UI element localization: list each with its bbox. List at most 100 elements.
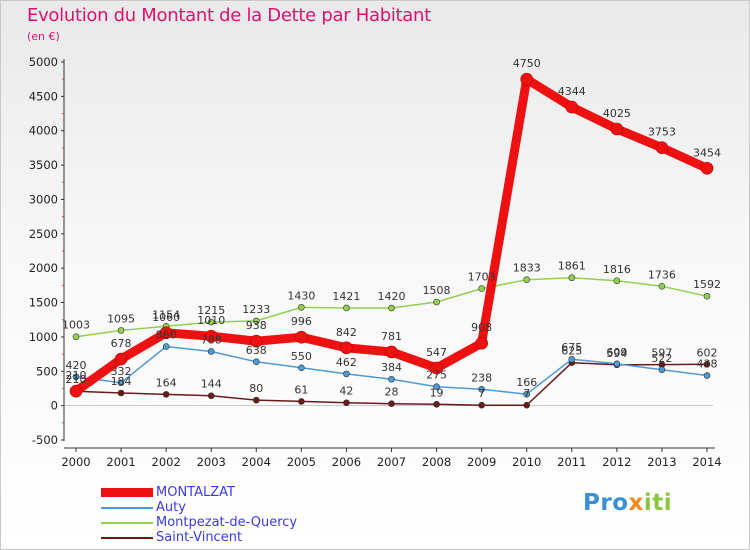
data-label: 597 [651,347,672,360]
data-point [252,396,260,404]
data-label: 1003 [62,319,90,332]
y-tick-label: 1000 [29,330,58,344]
data-point [249,334,263,348]
x-tick-label: 2000 [61,455,90,469]
data-label: 420 [66,359,87,372]
data-label: 602 [697,346,718,359]
data-label: 1215 [197,304,225,317]
y-tick-label: 5000 [29,55,58,69]
x-tick-label: 2005 [287,455,316,469]
data-point [298,364,305,372]
data-label: 7 [478,387,485,400]
y-tick-label: 4000 [29,124,58,138]
data-label: 3454 [693,146,721,159]
data-point [613,277,621,285]
data-label: 842 [336,326,357,339]
legend-swatch [101,488,153,497]
legend-swatch [101,537,153,539]
x-tick-label: 2006 [332,455,361,469]
data-label: 19 [430,386,444,399]
data-point [523,390,531,398]
y-tick-label: 3500 [29,158,58,172]
data-label: 1095 [107,312,135,325]
data-label: 938 [246,319,267,332]
x-tick-label: 2009 [467,455,496,469]
data-label: 166 [516,376,537,389]
data-label: 625 [561,345,582,358]
y-tick-label: 0 [51,399,58,413]
data-point [433,383,440,391]
data-point [204,329,218,343]
logo-part-2: x [628,490,644,516]
data-point [114,352,128,366]
data-label: 996 [291,315,312,328]
data-point [159,326,173,340]
data-label: 80 [249,382,263,395]
x-tick-label: 2013 [647,455,676,469]
data-label: 678 [111,337,132,350]
data-label: 332 [111,365,132,378]
data-label: 1154 [152,308,180,321]
data-label: 1833 [513,262,541,275]
y-tick-label: 500 [36,364,58,378]
data-point [655,141,669,155]
data-point [340,341,353,355]
y-tick-label: 2500 [29,227,58,241]
data-label: 788 [201,333,222,346]
data-point [388,304,395,312]
data-label: 3753 [648,126,676,139]
data-label: 4750 [513,57,541,70]
y-tick-label: 1500 [29,296,58,310]
x-tick-label: 2008 [422,455,451,469]
data-point [162,343,170,350]
legend-label: Montpezat-de-Quercy [156,515,298,530]
data-label: 238 [471,371,492,384]
proxiti-logo: Proxiti [583,490,672,516]
legend-label: Saint-Vincent [156,530,243,545]
data-point [703,360,711,368]
data-label: 28 [385,386,399,399]
legend-label: MONTALZAT [156,485,235,500]
data-label: 275 [426,369,447,382]
data-label: 210 [66,373,87,386]
data-point [117,379,125,387]
data-point [658,366,666,374]
data-label: 550 [291,350,312,363]
data-label: 860 [156,329,177,342]
data-point [207,318,215,326]
data-label: 1703 [468,271,496,284]
data-point [430,361,443,375]
data-label: 462 [336,356,357,369]
data-point [117,327,125,334]
data-point [613,360,621,368]
data-label: 438 [697,358,718,371]
data-label: 42 [339,385,353,398]
x-tick-label: 2010 [512,455,541,469]
data-point [433,401,440,408]
data-point [433,298,440,306]
data-label: 781 [381,330,402,343]
data-label: 7 [523,387,530,400]
data-label: 1816 [603,263,631,276]
data-point [565,100,579,114]
data-label: 638 [246,344,267,357]
data-point [72,333,80,341]
chart-title: Evolution du Montant de la Dette par Hab… [27,5,431,26]
data-point [343,370,350,378]
data-point [295,330,308,344]
data-point [520,72,534,86]
data-label: 522 [651,352,672,365]
data-label: 61 [294,383,308,396]
legend-label: Auty [156,500,186,515]
data-label: 1421 [332,290,360,303]
chart-unit: (en €) [27,30,60,43]
x-tick-label: 2011 [557,455,586,469]
data-point [252,358,260,366]
data-point [298,304,305,311]
data-label: 1010 [197,314,225,327]
x-tick-label: 2014 [692,455,721,469]
data-point [478,385,485,393]
data-label: 210 [66,369,87,382]
